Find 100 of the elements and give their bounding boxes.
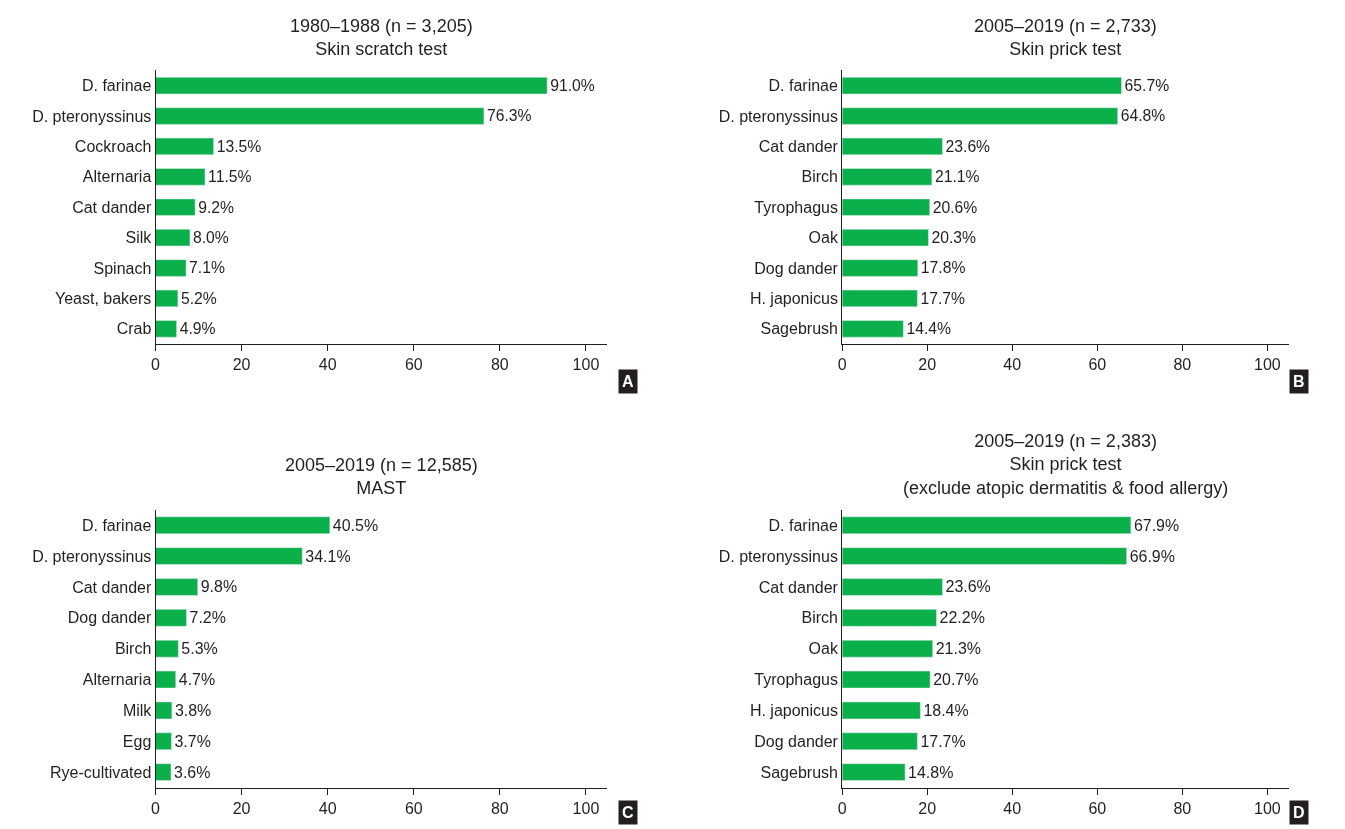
y-tick-label: Dog dander: [67, 609, 152, 627]
y-tick-label: H. japonicus: [749, 290, 838, 308]
data-label: 22.2%: [939, 609, 985, 627]
data-label: 13.5%: [216, 137, 262, 155]
x-tick-label: 80: [490, 799, 509, 817]
text: D: [1293, 804, 1305, 821]
data-label: 4.9%: [179, 320, 216, 338]
bar: [842, 320, 904, 338]
y-tick-label: D. pteronyssinus: [32, 107, 152, 125]
data-label: 14.4%: [906, 320, 951, 338]
data-label: 20.6%: [932, 198, 978, 216]
data-label: 64.8%: [1120, 107, 1166, 125]
y-tick-label: H. japonicus: [749, 702, 838, 720]
x-tick-label: 40: [1003, 799, 1022, 817]
text: A: [622, 373, 634, 390]
data-label: 8.0%: [192, 229, 229, 247]
bar: [842, 259, 919, 277]
chart-subtitle: Skin prick test: [1009, 39, 1122, 60]
data-label: 40.5%: [332, 516, 379, 534]
bar: [155, 516, 331, 534]
chart-subtitle: Skin prick test (exclude atopic dermatitis & food allergy): [903, 454, 1229, 498]
data-label: 21.3%: [935, 640, 981, 658]
y-tick-label: Sagebrush: [760, 320, 838, 338]
x-tick-label: 0: [837, 356, 847, 374]
x-tick-label: 0: [837, 799, 847, 817]
bar: [155, 763, 172, 781]
y-tick-label: D. farinae: [768, 516, 839, 534]
y-tick-label: Cat dander: [758, 138, 839, 156]
data-label: 67.9%: [1133, 516, 1180, 534]
bar: [842, 516, 1132, 534]
y-tick-label: Crab: [116, 320, 152, 338]
data-label: 91.0%: [550, 77, 595, 95]
y-tick-label: Tyrophagus: [754, 198, 838, 216]
bar: [842, 137, 943, 156]
x-tick-label: 20: [918, 799, 937, 817]
bar: [842, 670, 931, 689]
bar: [155, 137, 214, 156]
y-tick-label: Rye-cultivated: [49, 763, 152, 781]
y-tick-label: Cockroach: [74, 138, 152, 156]
chart-subtitle: MAST: [356, 478, 407, 499]
chart-subtitle: Skin scratch test: [315, 39, 448, 60]
bar: [155, 578, 198, 596]
bar: [155, 107, 485, 125]
data-label: 65.7%: [1124, 77, 1170, 95]
data-label: 7.1%: [189, 259, 225, 277]
bar: [842, 198, 930, 216]
data-label: 17.8%: [920, 259, 966, 277]
data-label: 17.7%: [920, 289, 966, 307]
x-tick-label: 20: [232, 356, 251, 374]
x-tick-label: 100: [572, 799, 600, 817]
y-tick-label: Cat dander: [72, 578, 152, 596]
data-label: 14.8%: [908, 763, 954, 781]
x-tick-label: 0: [151, 799, 161, 817]
x-tick-label: 80: [1173, 356, 1192, 374]
chart-title: 2005–2019 (n = 12,585): [285, 455, 478, 475]
y-tick-label: Silk: [125, 229, 153, 247]
bar: [155, 77, 548, 95]
data-label: 34.1%: [305, 547, 351, 565]
data-label: 3.7%: [174, 732, 211, 750]
x-tick-label: 80: [1173, 799, 1192, 817]
bar: [842, 547, 1127, 565]
data-label: 5.3%: [181, 640, 218, 658]
data-label: 7.2%: [189, 609, 226, 627]
x-tick-label: 40: [318, 799, 337, 817]
y-tick-label: Birch: [801, 609, 838, 627]
y-tick-label: D. pteronyssinus: [32, 547, 152, 565]
bar: [155, 732, 172, 750]
y-tick-label: Birch: [801, 168, 838, 186]
bar: [155, 289, 179, 308]
bar: [842, 77, 1122, 95]
data-label: 21.1%: [934, 168, 980, 186]
chart-title: 2005–2019 (n = 2,733): [974, 16, 1157, 36]
y-tick-label: Yeast, bakers: [54, 290, 152, 308]
y-tick-label: Alternaria: [82, 671, 152, 689]
y-tick-label: D. farinae: [768, 77, 839, 95]
bar: [842, 289, 918, 308]
x-tick-label: 100: [1254, 356, 1281, 374]
bar: [842, 609, 937, 627]
x-tick-label: 0: [151, 356, 161, 374]
chart-title: 2005–2019 (n = 2,383): [974, 431, 1157, 451]
bar: [155, 229, 191, 247]
y-tick-label: Cat dander: [72, 198, 152, 216]
data-label: 3.6%: [174, 763, 211, 781]
chart-title: 1980–1988 (n = 3,205): [290, 16, 473, 36]
x-tick-label: 60: [1088, 356, 1107, 374]
data-label: 5.2%: [180, 289, 217, 307]
data-label: 20.7%: [933, 671, 979, 689]
y-tick-label: Milk: [122, 702, 153, 720]
bar: [155, 198, 196, 216]
y-tick-label: Dog dander: [754, 259, 839, 277]
x-tick-label: 60: [1088, 799, 1107, 817]
text: B: [1293, 373, 1305, 390]
bar: [842, 107, 1118, 125]
x-tick-label: 20: [232, 799, 251, 817]
bar: [842, 229, 929, 247]
x-tick-label: 80: [490, 356, 509, 374]
data-label: 3.8%: [174, 701, 212, 719]
data-label: 23.6%: [945, 578, 991, 596]
bar: [155, 320, 177, 338]
data-label: 18.4%: [923, 701, 969, 719]
